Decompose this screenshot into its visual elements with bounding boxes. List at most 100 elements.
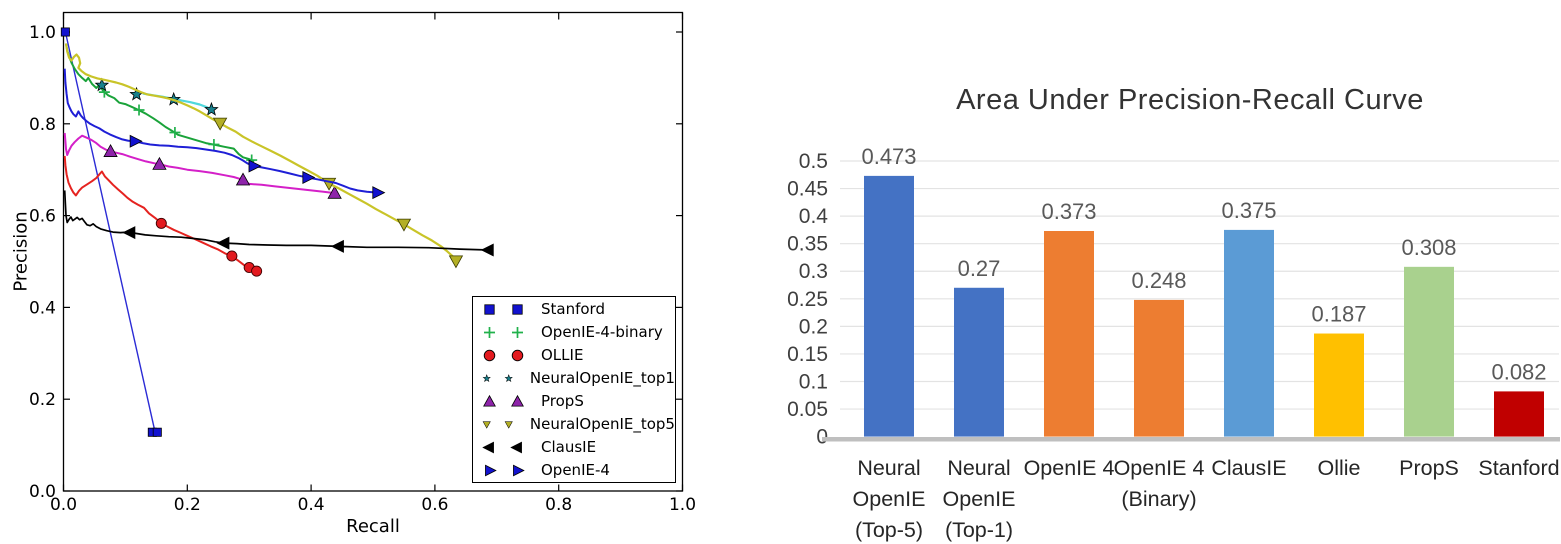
x-tick-label: 0.2 bbox=[174, 495, 201, 515]
category-label: OpenIE 4 bbox=[1024, 456, 1115, 480]
category-label: (Top-1) bbox=[945, 518, 1013, 542]
y-tick-label: 1.0 bbox=[29, 23, 56, 43]
y-axis-tick-label: 0.5 bbox=[799, 150, 828, 173]
legend-label: OpenIE-4-binary bbox=[541, 323, 663, 341]
category-label: Neural bbox=[947, 456, 1010, 480]
y-tick-label: 0.4 bbox=[29, 298, 56, 318]
bar-plot-area: 00.050.10.150.20.250.30.350.40.450.50.47… bbox=[787, 144, 1560, 542]
plus-marker-shape bbox=[484, 326, 495, 338]
plus-marker-shape bbox=[169, 127, 181, 139]
bar-value-label: 0.375 bbox=[1221, 198, 1276, 223]
circle-marker-shape bbox=[511, 349, 524, 361]
triangle-down-marker-shape bbox=[396, 218, 412, 232]
triangle-up-marker bbox=[103, 144, 118, 157]
triangle-left-marker-shape bbox=[216, 236, 230, 250]
category-label: Neural bbox=[857, 456, 920, 480]
triangle-right-marker-shape bbox=[485, 464, 497, 476]
category-label: OpenIE 4 bbox=[1114, 456, 1205, 480]
bar-OpenIE 4 bbox=[1044, 231, 1094, 437]
y-axis-tick-label: 0.05 bbox=[787, 398, 828, 421]
bar-chart-title: Area Under Precision-Recall Curve bbox=[956, 84, 1424, 116]
triangle-right-marker-shape bbox=[129, 134, 143, 148]
category-label: OpenIE bbox=[943, 487, 1016, 511]
legend-label: NeuralOpenIE_top5 bbox=[529, 415, 675, 433]
y-axis-tick-label: 0.1 bbox=[799, 370, 828, 393]
bar-value-label: 0.082 bbox=[1491, 359, 1546, 384]
bar-value-label: 0.248 bbox=[1131, 268, 1186, 293]
legend-item-Stanford: Stanford bbox=[473, 298, 675, 320]
plus-marker-shape bbox=[208, 138, 220, 150]
star-marker bbox=[204, 101, 219, 116]
triangle-left-marker bbox=[480, 243, 494, 257]
square-marker bbox=[512, 303, 523, 315]
series-OpenIE-4 bbox=[63, 68, 386, 200]
legend-label: OpenIE-4 bbox=[541, 461, 610, 479]
series-line bbox=[63, 132, 339, 195]
star-marker bbox=[94, 77, 110, 92]
circle-icon bbox=[483, 349, 496, 361]
triangle-down-icon bbox=[505, 420, 514, 429]
legend-label: OLLIE bbox=[541, 346, 584, 364]
star-marker bbox=[166, 91, 181, 106]
y-tick-label: 0.0 bbox=[29, 482, 56, 502]
series-line bbox=[63, 155, 257, 273]
circle-marker bbox=[251, 265, 263, 277]
legend-item-NeuralOpenIE_top5: NeuralOpenIE_top5 bbox=[473, 413, 675, 435]
y-axis-tick-label: 0.4 bbox=[799, 205, 829, 228]
triangle-left-marker bbox=[482, 441, 494, 453]
triangle-left-marker-shape bbox=[330, 239, 344, 253]
triangle-down-icon bbox=[482, 420, 491, 429]
square-marker-shape bbox=[484, 303, 495, 315]
y-tick-label: 0.6 bbox=[29, 207, 56, 227]
triangle-left-marker bbox=[216, 236, 230, 250]
triangle-down-marker-shape bbox=[212, 117, 228, 131]
y-tick-label: 0.2 bbox=[29, 390, 56, 410]
star-marker-shape bbox=[94, 77, 110, 92]
series-OLLIE bbox=[63, 155, 263, 277]
x-tick-label: 1.0 bbox=[669, 495, 696, 515]
circle-marker bbox=[226, 250, 238, 262]
category-label: (Top-5) bbox=[855, 518, 923, 542]
bar-value-label: 0.187 bbox=[1311, 302, 1366, 327]
category-label: OpenIE bbox=[853, 487, 926, 511]
legend-item-OpenIE-4: OpenIE-4 bbox=[473, 459, 675, 481]
plus-icon bbox=[512, 326, 523, 338]
triangle-up-marker-shape bbox=[152, 156, 167, 170]
legend-item-NeuralOpenIE_top1: NeuralOpenIE_top1 bbox=[473, 367, 675, 389]
triangle-left-icon bbox=[510, 441, 522, 453]
square-marker-shape bbox=[152, 427, 162, 437]
bar-OpenIE 4 (Binary) bbox=[1134, 299, 1184, 437]
circle-marker bbox=[155, 217, 167, 229]
triangle-right-marker bbox=[485, 464, 497, 476]
plot-legend: Stanford OpenIE-4-binary OLLIE NeuralOpenIE… bbox=[472, 296, 676, 483]
legend-label: Stanford bbox=[541, 300, 605, 318]
triangle-left-marker-shape bbox=[482, 441, 494, 453]
plus-marker bbox=[484, 326, 495, 338]
series-line bbox=[65, 43, 255, 163]
circle-marker bbox=[511, 349, 524, 361]
plus-marker-shape bbox=[133, 104, 145, 116]
square-marker bbox=[60, 27, 70, 37]
triangle-left-marker bbox=[122, 226, 136, 240]
y-axis-tick-label: 0.35 bbox=[787, 233, 828, 256]
triangle-right-marker bbox=[372, 186, 386, 200]
x-tick-label: 0.8 bbox=[545, 495, 572, 515]
triangle-right-marker-shape bbox=[372, 186, 386, 200]
bar-Ollie bbox=[1314, 333, 1364, 437]
triangle-up-marker bbox=[483, 394, 496, 407]
triangle-left-marker-shape bbox=[480, 243, 494, 257]
triangle-right-marker bbox=[248, 159, 262, 173]
star-marker-shape bbox=[166, 91, 181, 106]
bar-value-label: 0.308 bbox=[1401, 235, 1456, 260]
category-label: Stanford bbox=[1478, 456, 1559, 480]
square-marker bbox=[152, 427, 162, 437]
triangle-left-marker-shape bbox=[122, 226, 136, 240]
triangle-down-marker bbox=[396, 218, 412, 232]
triangle-right-marker-shape bbox=[248, 159, 262, 173]
plus-marker bbox=[512, 326, 523, 338]
triangle-down-marker bbox=[448, 255, 464, 269]
category-label: ClausIE bbox=[1211, 456, 1286, 480]
triangle-up-marker-shape bbox=[327, 185, 342, 199]
plus-marker bbox=[169, 127, 181, 139]
